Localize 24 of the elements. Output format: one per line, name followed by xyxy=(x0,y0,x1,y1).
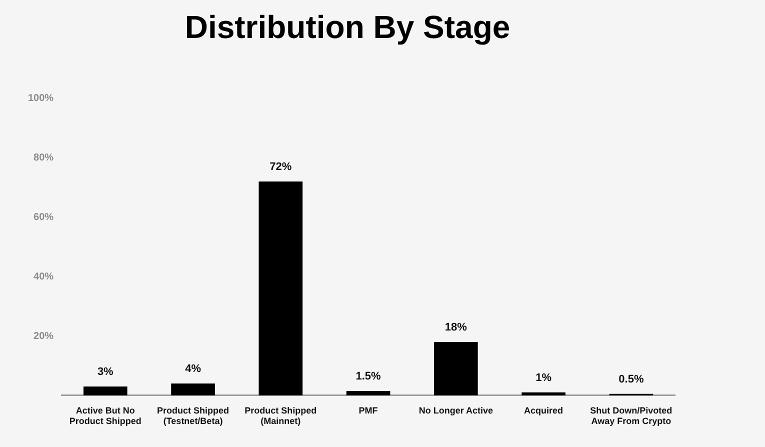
data-label: 18% xyxy=(444,321,468,334)
data-label: 72% xyxy=(270,161,292,174)
data-label: 3% xyxy=(97,366,114,378)
y-tick-label: 80% xyxy=(34,152,54,164)
bar xyxy=(83,386,128,396)
data-label: 1.5% xyxy=(356,370,382,382)
data-label: 0.5% xyxy=(618,373,644,386)
x-tick-label: Shut Down/Pivoted Away From Crypto xyxy=(590,405,672,426)
bar xyxy=(258,182,303,396)
x-tick-label: Product Shipped (Testnet/Beta) xyxy=(157,405,230,426)
chart-title: Distribution By Stage xyxy=(184,9,510,46)
y-tick-label: 40% xyxy=(34,271,54,282)
bar xyxy=(434,342,478,396)
y-tick-label: 20% xyxy=(34,330,54,342)
bar xyxy=(171,384,215,396)
x-tick-label: Acquired xyxy=(524,405,564,416)
x-tick-label: Product Shipped (Mainnet) xyxy=(244,405,317,426)
y-tick-label: 100% xyxy=(28,93,54,104)
data-label: 1% xyxy=(536,372,552,384)
x-tick-label: No Longer Active xyxy=(418,405,494,416)
x-tick-label: PMF xyxy=(358,405,378,416)
x-tick-label: Active But No Product Shipped xyxy=(69,405,142,426)
data-label: 4% xyxy=(185,363,202,376)
y-tick-label: 60% xyxy=(34,212,54,223)
